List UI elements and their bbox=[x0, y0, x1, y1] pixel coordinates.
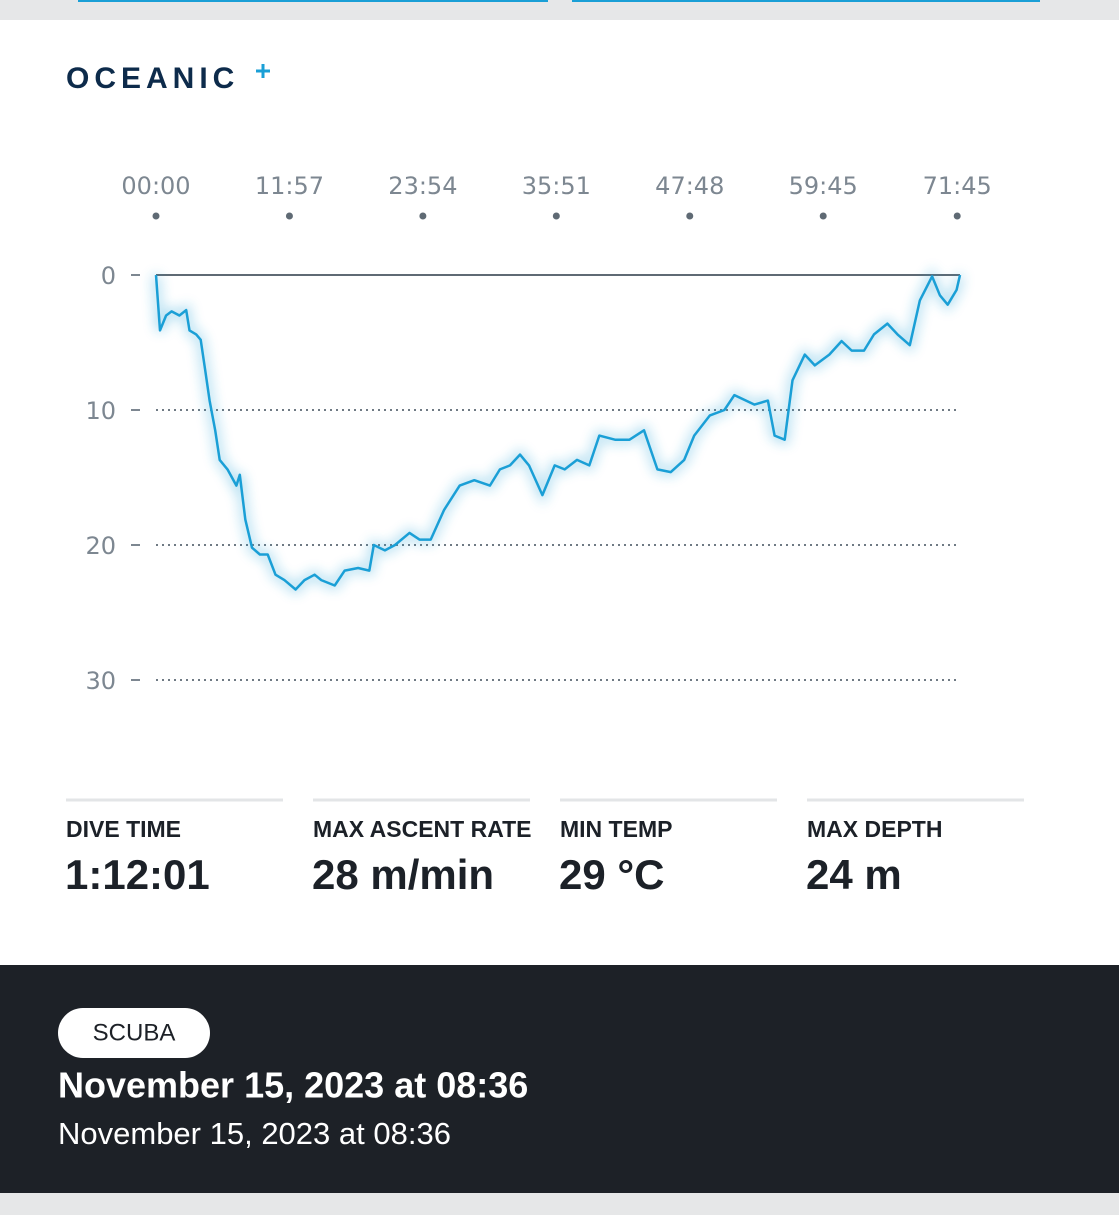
logo: OCEANIC bbox=[66, 62, 239, 95]
x-tick-label: 71:45 bbox=[923, 172, 992, 200]
x-tick-dot bbox=[152, 212, 160, 220]
stat-value: 28 m/min bbox=[312, 851, 494, 898]
stat-label: MAX ASCENT RATE bbox=[313, 816, 532, 842]
bottom-band bbox=[0, 1193, 1119, 1215]
depth-line bbox=[154, 274, 962, 591]
stat-value: 24 m bbox=[806, 851, 902, 898]
stat-value: 1:12:01 bbox=[65, 851, 210, 898]
y-tick-label: 30 bbox=[85, 667, 116, 695]
x-tick-label: 11:57 bbox=[255, 172, 324, 200]
x-tick-dot bbox=[686, 212, 694, 220]
x-tick-dot bbox=[552, 212, 560, 220]
y-tick-label: 20 bbox=[85, 532, 116, 560]
badge bbox=[58, 1008, 210, 1058]
x-tick-dot bbox=[953, 212, 961, 220]
x-tick-dot bbox=[819, 212, 827, 220]
tab[interactable] bbox=[78, 0, 548, 2]
chart: 00:00 11:57 23:54 35:51 47:48 59:45 71:45 0 10 20… bbox=[85, 172, 991, 695]
stat-label: DIVE TIME bbox=[66, 816, 181, 842]
top-band bbox=[0, 0, 1119, 20]
x-tick-label: 59:45 bbox=[789, 172, 858, 200]
logo-plus bbox=[256, 64, 270, 78]
y-tick-label: 10 bbox=[85, 397, 116, 425]
x-tick-label: 35:51 bbox=[522, 172, 591, 200]
stat-label: MIN TEMP bbox=[560, 816, 672, 842]
footer bbox=[0, 965, 1119, 1193]
footer-title: November 15, 2023 at 08:36 bbox=[58, 1065, 528, 1106]
footer-subtitle: November 15, 2023 at 08:36 bbox=[58, 1116, 451, 1151]
x-tick-label: 47:48 bbox=[655, 172, 724, 200]
y-tick-label: 0 bbox=[101, 262, 116, 290]
tab[interactable] bbox=[572, 0, 1040, 2]
stats: DIVE TIME 1:12:01 MAX ASCENT RATE 28 m/min M… bbox=[65, 798, 1024, 898]
x-tick-label: 00:00 bbox=[121, 172, 190, 200]
stat-value: 29 °C bbox=[559, 851, 665, 898]
x-tick-dot bbox=[419, 212, 427, 220]
stat-label: MAX DEPTH bbox=[807, 816, 942, 842]
badge-text: SCUBA bbox=[93, 1019, 176, 1046]
x-tick-dot bbox=[285, 212, 293, 220]
x-tick-label: 23:54 bbox=[388, 172, 457, 200]
